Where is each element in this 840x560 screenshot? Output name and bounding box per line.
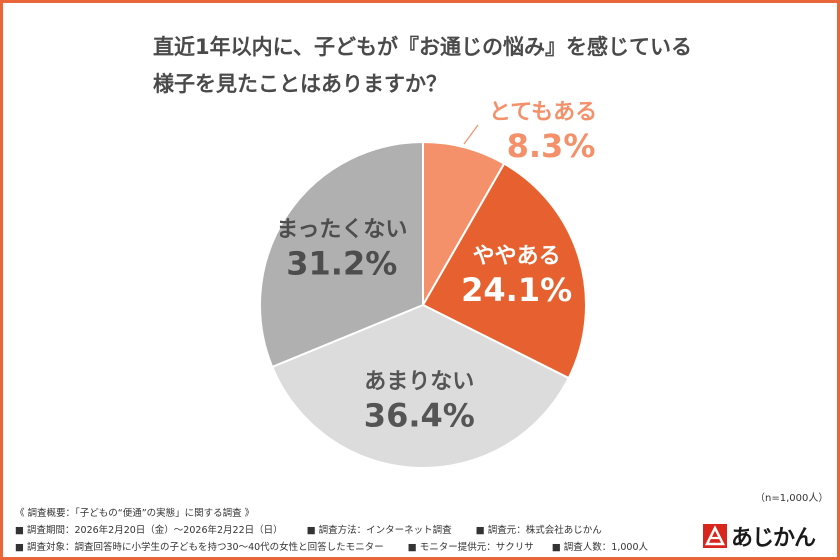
note-source: ■ 調査元：株式会社あじかん: [475, 525, 602, 536]
brand-logo: あじかん: [703, 521, 816, 551]
slice-value-1: 8.3%: [507, 127, 596, 165]
note-method: ■ 調査方法：インターネット調査: [306, 525, 452, 536]
slice-label-2: ややある: [473, 244, 561, 269]
slice-value-3: 36.4%: [364, 397, 475, 435]
notes-heading: 《 調査概要：「子どもの“便通”の実態」に関する調査 》: [15, 508, 255, 519]
logo-mark-icon: [703, 524, 727, 548]
survey-notes: 《 調査概要：「子どもの“便通”の実態」に関する調査 》 ■ 調査期間：2026…: [15, 505, 648, 556]
note-provider: ■ モニター提供元：サクリサ: [407, 542, 534, 553]
notes-row-2: ■ 調査対象：調査回答時に小学生の子どもを持つ30〜40代の女性と回答したモニタ…: [15, 539, 648, 556]
slice-value-4: 31.2%: [286, 245, 397, 283]
sample-size-note: （n=1,000人）: [755, 493, 829, 504]
note-target: ■ 調査対象：調査回答時に小学生の子どもを持つ30〜40代の女性と回答したモニタ…: [15, 542, 384, 553]
leader-line-1: [463, 124, 479, 145]
note-period: ■ 調査期間：2026年2月20日（金）〜2026年2月22日（日）: [15, 525, 283, 536]
note-count: ■ 調査人数：1,000人: [551, 542, 649, 553]
pie-slice-3: [270, 303, 571, 469]
notes-row-1: ■ 調査期間：2026年2月20日（金）〜2026年2月22日（日） ■ 調査方…: [15, 522, 648, 539]
chart-title: 直近1年以内に、子どもが『お通じの悩み』を感じている 様子を見たことはありますか…: [153, 29, 753, 103]
slice-value-2: 24.1%: [461, 271, 572, 309]
logo-text: あじかん: [731, 526, 816, 551]
title-line-2: 様子を見たことはありますか？: [153, 72, 447, 96]
title-line-1: 直近1年以内に、子どもが『お通じの悩み』を感じている: [153, 35, 692, 59]
slice-label-4: まったくない: [276, 218, 407, 243]
pie-slice-4: [259, 140, 424, 369]
slice-label-1: とてもある: [489, 100, 597, 125]
slice-label-3: あまりない: [364, 370, 474, 395]
